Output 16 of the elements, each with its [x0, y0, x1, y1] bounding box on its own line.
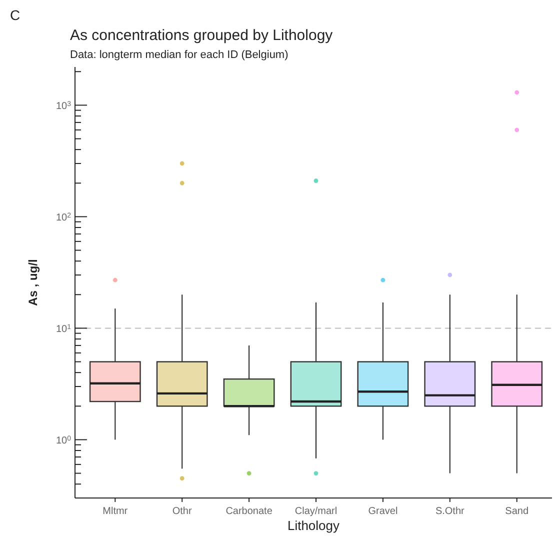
y-axis-title: As , ug/l: [26, 259, 40, 306]
y-tick-label: 10$^{3}$: [56, 100, 72, 112]
chart-title: As concentrations grouped by Lithology: [70, 27, 334, 44]
x-tick-label: Othr: [172, 506, 192, 517]
y-tick-label: 10$^{0}$: [56, 435, 72, 447]
x-axis-title: Lithology: [287, 518, 340, 533]
y-tick-label: 10$^{1}$: [56, 324, 72, 336]
x-tick-label: Sand: [505, 506, 529, 517]
x-tick-label: Clay/marl: [294, 506, 338, 517]
x-tick-label: Mltmr: [102, 506, 128, 517]
x-tick-label: S.Othr: [435, 506, 466, 517]
x-tick-label: Gravel: [368, 506, 398, 517]
x-tick-label: Carbonate: [226, 506, 273, 517]
chart-subtitle: Data: longterm median for each ID (Belgium): [70, 49, 288, 61]
text: C: [10, 7, 20, 23]
y-tick-label: 10$^{2}$: [56, 212, 72, 224]
